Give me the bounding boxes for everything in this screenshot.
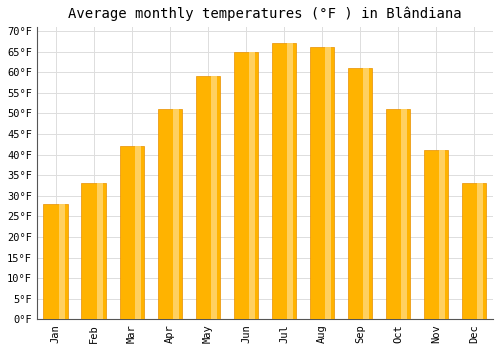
Bar — [325, 47, 331, 320]
Bar — [211, 76, 217, 320]
Bar — [401, 109, 407, 320]
Bar — [477, 183, 484, 320]
Bar — [196, 76, 220, 320]
Bar — [135, 146, 141, 320]
Bar — [348, 68, 372, 320]
Bar — [439, 150, 446, 320]
Bar — [97, 183, 103, 320]
Bar — [59, 204, 65, 320]
Bar — [287, 43, 293, 320]
Bar — [363, 68, 370, 320]
Bar — [386, 109, 410, 320]
Bar — [173, 109, 179, 320]
Bar — [310, 47, 334, 320]
Bar — [158, 109, 182, 320]
Title: Average monthly temperatures (°F ) in Blândiana: Average monthly temperatures (°F ) in Bl… — [68, 7, 462, 21]
Bar — [82, 183, 106, 320]
Bar — [249, 51, 255, 320]
Bar — [462, 183, 486, 320]
Bar — [44, 204, 68, 320]
Bar — [272, 43, 296, 320]
Bar — [424, 150, 448, 320]
Bar — [234, 51, 258, 320]
Bar — [120, 146, 144, 320]
